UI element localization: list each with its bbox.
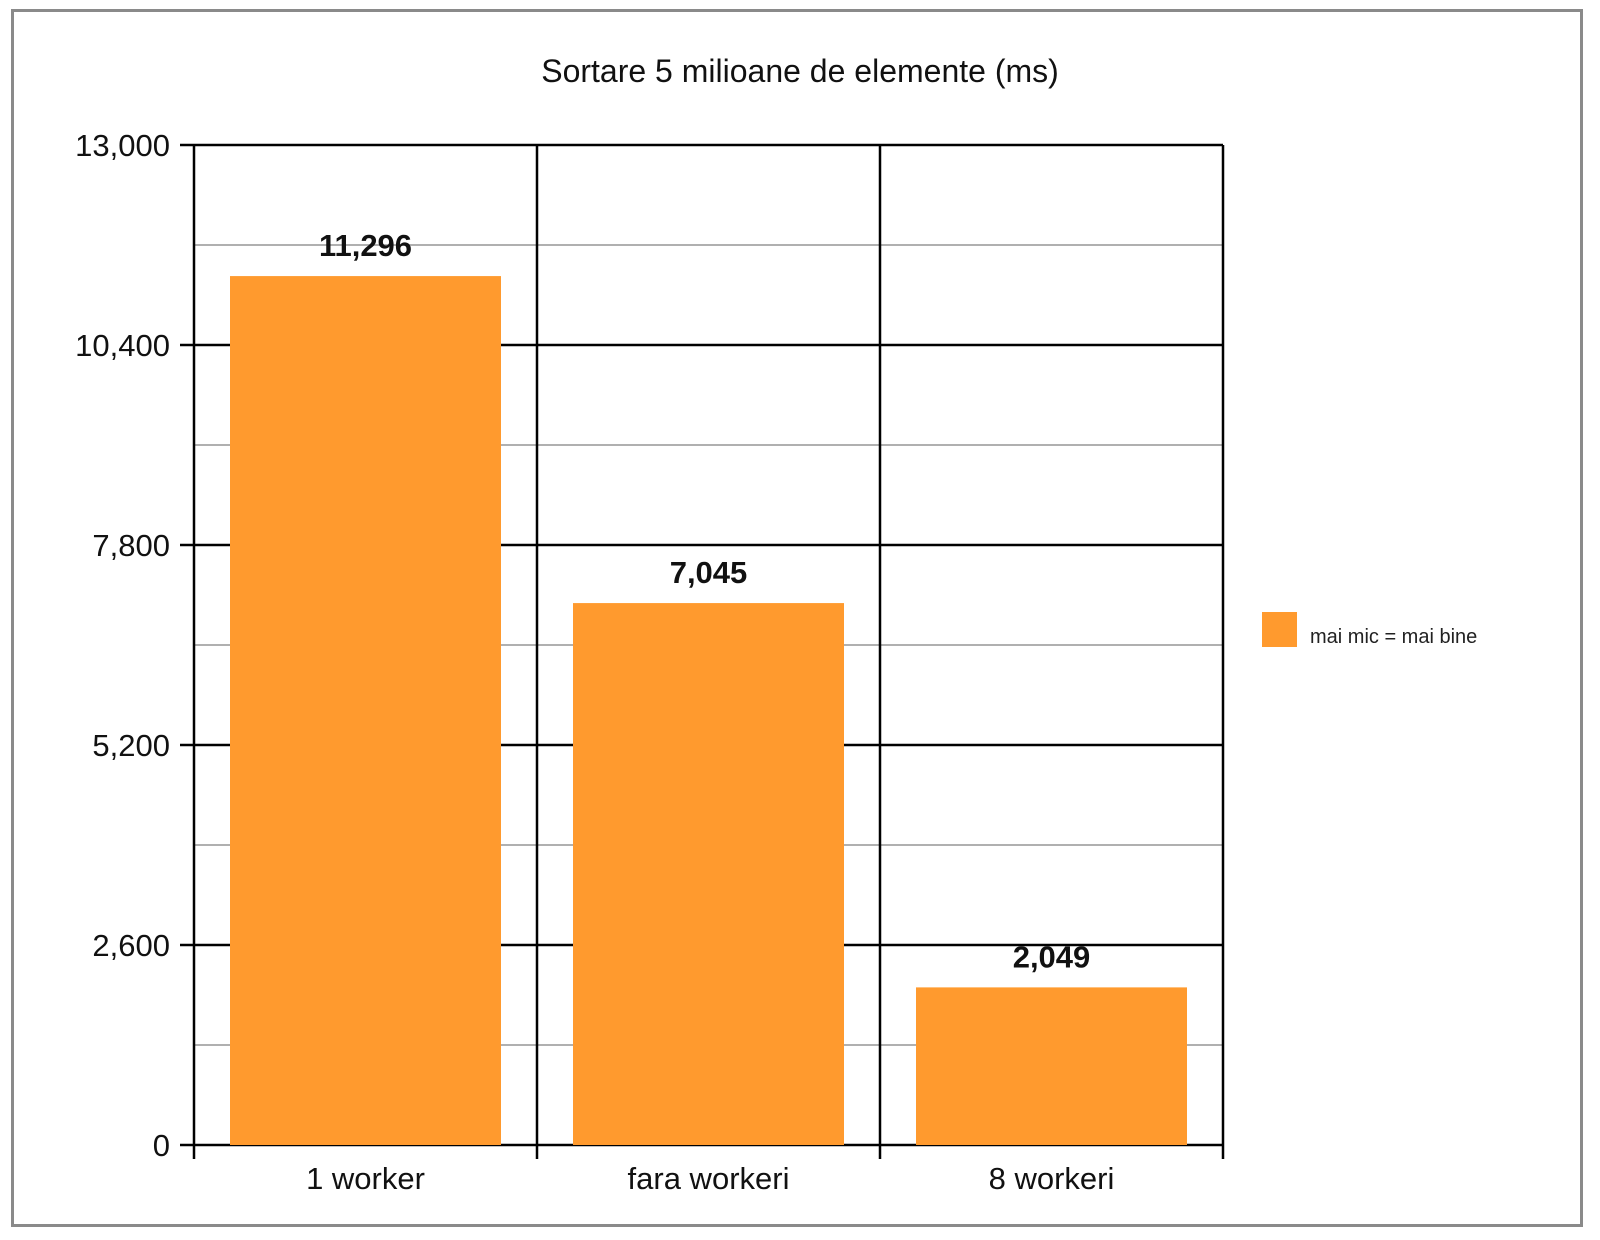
data-label: 11,296 bbox=[319, 228, 412, 263]
bar-1-worker bbox=[230, 276, 501, 1146]
legend-swatch bbox=[1262, 612, 1297, 647]
y-tick-label: 5,200 bbox=[92, 728, 170, 763]
chart-title: Sortare 5 milioane de elemente (ms) bbox=[541, 53, 1059, 89]
legend: mai mic = mai bine bbox=[1262, 612, 1477, 648]
y-tick-label: 0 bbox=[153, 1128, 170, 1163]
y-tick-label: 7,800 bbox=[92, 528, 170, 563]
data-label: 7,045 bbox=[670, 555, 748, 590]
data-label: 2,049 bbox=[1013, 939, 1091, 974]
y-tick-label: 10,400 bbox=[75, 328, 170, 363]
y-tick-label: 2,600 bbox=[92, 928, 170, 963]
bar-8-workeri bbox=[916, 987, 1187, 1145]
x-tick-label: 1 worker bbox=[306, 1161, 425, 1196]
x-tick-label: 8 workeri bbox=[989, 1161, 1115, 1196]
chart-frame bbox=[11, 9, 1583, 1227]
y-tick-label: 13,000 bbox=[75, 128, 170, 163]
legend-label: mai mic = mai bine bbox=[1310, 626, 1477, 648]
x-tick-label: fara workeri bbox=[628, 1161, 790, 1196]
bar-fara-workeri bbox=[573, 603, 844, 1145]
